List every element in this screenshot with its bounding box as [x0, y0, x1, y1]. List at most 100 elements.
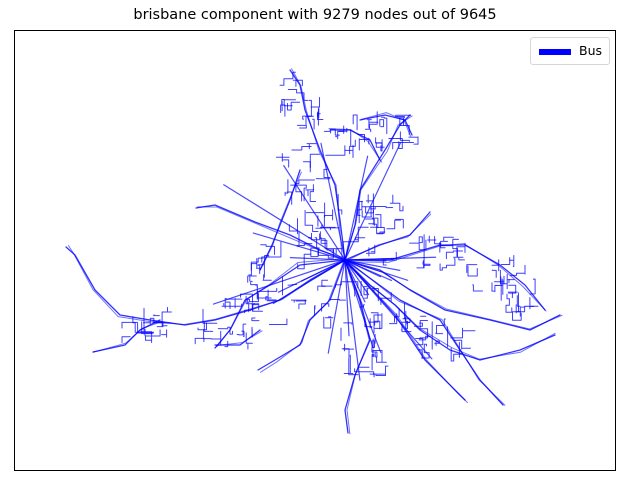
bus-route-edge — [453, 256, 465, 261]
bus-route-edge — [310, 237, 320, 258]
bus-route-edge — [450, 327, 476, 339]
bus-route-edge — [137, 322, 154, 337]
bus-route-edge — [320, 142, 346, 261]
bus-route-edge — [354, 237, 366, 241]
bus-route-edge — [418, 335, 431, 341]
bus-route-edge — [366, 244, 376, 257]
bus-route-edge — [314, 305, 316, 316]
bus-route-edge — [505, 293, 513, 313]
bus-route-edge — [440, 236, 454, 249]
bus-route-edge — [257, 259, 346, 371]
bus-route-edge — [224, 340, 229, 348]
bus-route-edge — [419, 320, 429, 340]
bus-route-edge — [279, 71, 296, 86]
legend-label-bus: Bus — [579, 43, 603, 58]
bus-route-edge — [197, 322, 207, 331]
bus-route-edge — [371, 340, 378, 358]
bus-route-edge — [310, 97, 321, 118]
bus-route-edge — [344, 259, 561, 331]
bus-route-edge — [265, 289, 277, 301]
bus-route-edge — [300, 259, 346, 282]
bus-route-edge — [491, 282, 503, 293]
plot-title: brisbane component with 9279 nodes out o… — [133, 7, 497, 23]
bus-route-edge — [375, 214, 382, 228]
bus-route-edge — [344, 259, 361, 381]
bus-route-edge — [344, 259, 433, 360]
bus-route-edge — [202, 308, 218, 324]
bus-route-edge — [354, 368, 375, 378]
bus-route-edge — [343, 115, 413, 262]
bus-route-edge — [357, 200, 363, 217]
bus-route-edge — [386, 219, 402, 230]
bus-route-edge — [509, 255, 515, 267]
bus-route-edge — [529, 297, 539, 310]
bus-route-edge — [140, 307, 153, 333]
bus-route-edge — [509, 264, 526, 276]
bus-route-edge — [372, 223, 385, 234]
bus-route-edge — [290, 299, 307, 303]
bus-route-edge — [272, 259, 346, 305]
bus-route-edge — [264, 255, 270, 265]
bus-route-edge — [236, 323, 247, 336]
bus-route-edge — [405, 310, 409, 330]
bus-route-edge — [345, 259, 506, 406]
bus-route-edge — [453, 339, 471, 350]
bus-route-edge — [382, 251, 397, 266]
bus-route-edge — [364, 111, 378, 133]
bus-route-edge — [359, 304, 365, 308]
bus-route-edge — [417, 349, 423, 359]
bus-route-edge — [409, 236, 427, 251]
legend-swatch-bus — [539, 49, 571, 55]
bus-route-edge — [290, 184, 307, 202]
bus-route-edge — [268, 318, 288, 325]
bus-route-edge — [400, 318, 411, 323]
bus-route-edge — [153, 314, 160, 317]
bus-route-edge — [512, 306, 525, 321]
bus-route-edge — [289, 257, 346, 261]
bus-route-edge — [287, 283, 298, 286]
bus-route-edge — [121, 321, 139, 329]
bus-route-edge — [317, 113, 321, 117]
bus-route-edge — [335, 127, 348, 140]
bus-route-edge — [245, 332, 253, 350]
bus-route-edge — [260, 244, 276, 255]
bus-route-edge — [344, 259, 401, 271]
bus-route-edge — [297, 253, 312, 270]
bus-route-edge — [344, 259, 387, 262]
bus-route-edge — [343, 343, 355, 352]
bus-route-edge — [203, 329, 222, 346]
bus-route-edge — [516, 295, 521, 307]
bus-route-edge — [298, 299, 306, 310]
bus-route-edge — [281, 153, 290, 168]
bus-route-edge — [348, 357, 359, 376]
bus-route-edge — [500, 257, 511, 265]
bus-route-edge — [342, 243, 547, 312]
bus-route-edge — [323, 128, 340, 136]
bus-route-edge — [324, 316, 334, 319]
bus-route-edge — [380, 292, 392, 306]
bus-route-edge — [309, 184, 317, 202]
bus-route-edge — [466, 264, 478, 273]
bus-route-edge — [251, 317, 260, 322]
bus-route-edge — [439, 242, 453, 253]
bus-route-edge — [291, 68, 343, 263]
bus-route-edge — [365, 194, 374, 204]
bus-route-edge — [215, 330, 263, 347]
bus-route-edge — [389, 194, 404, 212]
bus-route-edge — [245, 292, 259, 304]
bus-route-edge — [250, 280, 258, 288]
bus-route-edge — [262, 274, 272, 281]
bus-route-edge — [226, 297, 243, 309]
bus-route-edge — [345, 261, 556, 360]
bus-route-edge — [286, 191, 293, 205]
bus-route-edge — [359, 114, 413, 136]
bus-route-edge — [381, 116, 388, 135]
bus-route-edge — [341, 348, 350, 358]
bus-route-edge — [379, 119, 385, 128]
bus-route-edge — [196, 206, 347, 259]
bus-route-edge — [445, 250, 463, 260]
bus-route-edge — [349, 139, 356, 155]
bus-route-edge — [259, 257, 346, 373]
bus-route-edge — [247, 275, 257, 283]
